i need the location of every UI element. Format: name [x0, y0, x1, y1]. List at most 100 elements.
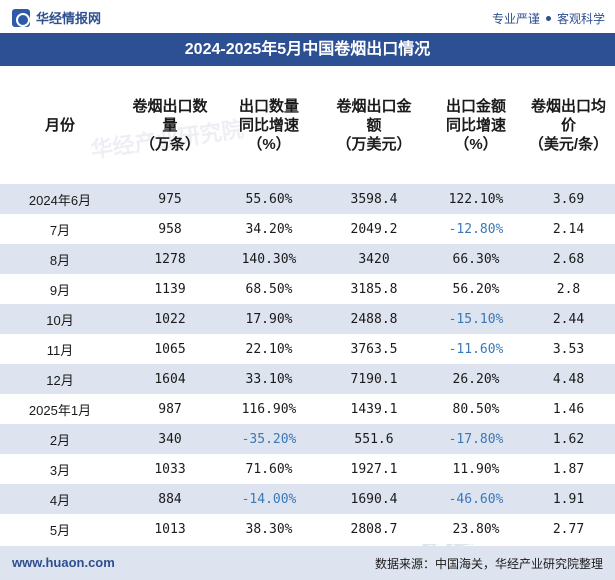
column-header-line: 月份 [44, 116, 75, 134]
amount-yoy-cell: 11.90% [430, 454, 522, 484]
amount-cell: 2488.8 [318, 304, 430, 334]
column-header-line: 价 [560, 116, 576, 134]
quantity-cell: 1139 [120, 274, 220, 304]
quantity-yoy-cell: 55.60% [220, 184, 318, 214]
price-cell: 1.87 [522, 454, 615, 484]
table-row: 9月 1139 68.50% 3185.8 56.20% 2.8 [0, 274, 615, 304]
slogan-right: 客观科学 [556, 12, 605, 26]
quantity-yoy-cell: 17.90% [220, 304, 318, 334]
amount-yoy-cell: 66.30% [430, 244, 522, 274]
amount-cell: 551.6 [318, 424, 430, 454]
table-row: 2024年6月 975 55.60% 3598.4 122.10% 3.69 [0, 184, 615, 214]
price-cell: 2.44 [522, 304, 615, 334]
amount-yoy-cell: 56.20% [430, 274, 522, 304]
amount-yoy-cell: 23.80% [430, 514, 522, 544]
amount-yoy-cell: 26.20% [430, 364, 522, 394]
column-header-line: 额 [366, 116, 382, 134]
slogan-left: 专业严谨 [491, 12, 540, 26]
column-header-line: 出口数量 [238, 97, 299, 115]
amount-yoy-cell: 122.10% [430, 184, 522, 214]
quantity-yoy-cell: 71.60% [220, 454, 318, 484]
price-cell: 2.68 [522, 244, 615, 274]
quantity-cell: 987 [120, 394, 220, 424]
logo[interactable]: 华经情报网 [12, 8, 101, 27]
table-row: 11月 1065 22.10% 3763.5 -11.60% 3.53 [0, 334, 615, 364]
column-header-line: （%） [247, 135, 291, 153]
month-cell: 7月 [0, 214, 120, 244]
amount-yoy-cell: -11.60% [430, 334, 522, 364]
amount-cell: 1927.1 [318, 454, 430, 484]
column-header-line: 卷烟出口均 [530, 97, 606, 115]
amount-yoy-cell: -46.60% [430, 484, 522, 514]
table-row: 8月 1278 140.30% 3420 66.30% 2.68 [0, 244, 615, 274]
month-cell: 10月 [0, 304, 120, 334]
quantity-yoy-cell: 116.90% [220, 394, 318, 424]
quantity-yoy-cell: -35.20% [220, 424, 318, 454]
column-header: 月份 [0, 66, 120, 184]
quantity-yoy-cell: 68.50% [220, 274, 318, 304]
amount-yoy-cell: 80.50% [430, 394, 522, 424]
amount-cell: 3598.4 [318, 184, 430, 214]
quantity-yoy-cell: 38.30% [220, 514, 318, 544]
column-header-line: 同比增速 [445, 116, 506, 134]
table-row: 3月 1033 71.60% 1927.1 11.90% 1.87 [0, 454, 615, 484]
quantity-yoy-cell: 34.20% [220, 214, 318, 244]
column-header-line: （万美元） [336, 135, 412, 153]
footer: www.huaon.com 数据来源：中国海关，华经产业研究院整理 [0, 546, 615, 580]
column-header-line: 量 [162, 116, 178, 134]
month-cell: 8月 [0, 244, 120, 274]
month-cell: 11月 [0, 334, 120, 364]
table-row: 2025年1月 987 116.90% 1439.1 80.50% 1.46 [0, 394, 615, 424]
amount-cell: 7190.1 [318, 364, 430, 394]
amount-cell: 3420 [318, 244, 430, 274]
bullet-icon [545, 16, 551, 21]
table-row: 2月 340 -35.20% 551.6 -17.80% 1.62 [0, 424, 615, 454]
amount-yoy-cell: -12.80% [430, 214, 522, 244]
data-source: 数据来源：中国海关，华经产业研究院整理 [374, 557, 603, 571]
quantity-yoy-cell: 22.10% [220, 334, 318, 364]
top-bar: 华经情报网 专业严谨 客观科学 [0, 0, 615, 33]
amount-yoy-cell: -17.80% [430, 424, 522, 454]
month-cell: 3月 [0, 454, 120, 484]
quantity-cell: 884 [120, 484, 220, 514]
column-header-line: 卷烟出口金 [336, 97, 412, 115]
amount-yoy-cell: -15.10% [430, 304, 522, 334]
quantity-cell: 1033 [120, 454, 220, 484]
quantity-cell: 340 [120, 424, 220, 454]
data-table: 月份 卷烟出口数量（万条） 出口数量 同比增速 （%） 卷烟出口金额（万美元） 出口金额 同比… [0, 66, 615, 544]
site-link[interactable]: www.huaon.com [12, 555, 115, 570]
price-cell: 3.69 [522, 184, 615, 214]
amount-cell: 3763.5 [318, 334, 430, 364]
header-row: 月份 卷烟出口数量（万条） 出口数量 同比增速 （%） 卷烟出口金额（万美元） 出口金额 同比… [0, 66, 615, 184]
table-row: 12月 1604 33.10% 7190.1 26.20% 4.48 [0, 364, 615, 394]
table-body: 2024年6月 975 55.60% 3598.4 122.10% 3.69 7月 958 34… [0, 184, 615, 544]
quantity-cell: 1022 [120, 304, 220, 334]
quantity-yoy-cell: 140.30% [220, 244, 318, 274]
amount-cell: 3185.8 [318, 274, 430, 304]
price-cell: 1.91 [522, 484, 615, 514]
column-header-line: （%） [454, 135, 498, 153]
quantity-yoy-cell: -14.00% [220, 484, 318, 514]
month-cell: 12月 [0, 364, 120, 394]
amount-cell: 1690.4 [318, 484, 430, 514]
column-header: 卷烟出口数量（万条） [120, 66, 220, 184]
price-cell: 4.48 [522, 364, 615, 394]
price-cell: 1.62 [522, 424, 615, 454]
quantity-cell: 1013 [120, 514, 220, 544]
price-cell: 2.14 [522, 214, 615, 244]
amount-cell: 2808.7 [318, 514, 430, 544]
page-title: 2024-2025年5月中国卷烟出口情况 [0, 33, 615, 66]
table-row: 7月 958 34.20% 2049.2 -12.80% 2.14 [0, 214, 615, 244]
price-cell: 2.8 [522, 274, 615, 304]
month-cell: 4月 [0, 484, 120, 514]
month-cell: 5月 [0, 514, 120, 544]
price-cell: 3.53 [522, 334, 615, 364]
amount-cell: 2049.2 [318, 214, 430, 244]
column-header-line: 卷烟出口数 [132, 97, 208, 115]
quantity-cell: 1604 [120, 364, 220, 394]
quantity-yoy-cell: 33.10% [220, 364, 318, 394]
month-cell: 2月 [0, 424, 120, 454]
table-row: 5月 1013 38.30% 2808.7 23.80% 2.77 [0, 514, 615, 544]
column-header: 卷烟出口均价（美元/条） [522, 66, 615, 184]
quantity-cell: 958 [120, 214, 220, 244]
